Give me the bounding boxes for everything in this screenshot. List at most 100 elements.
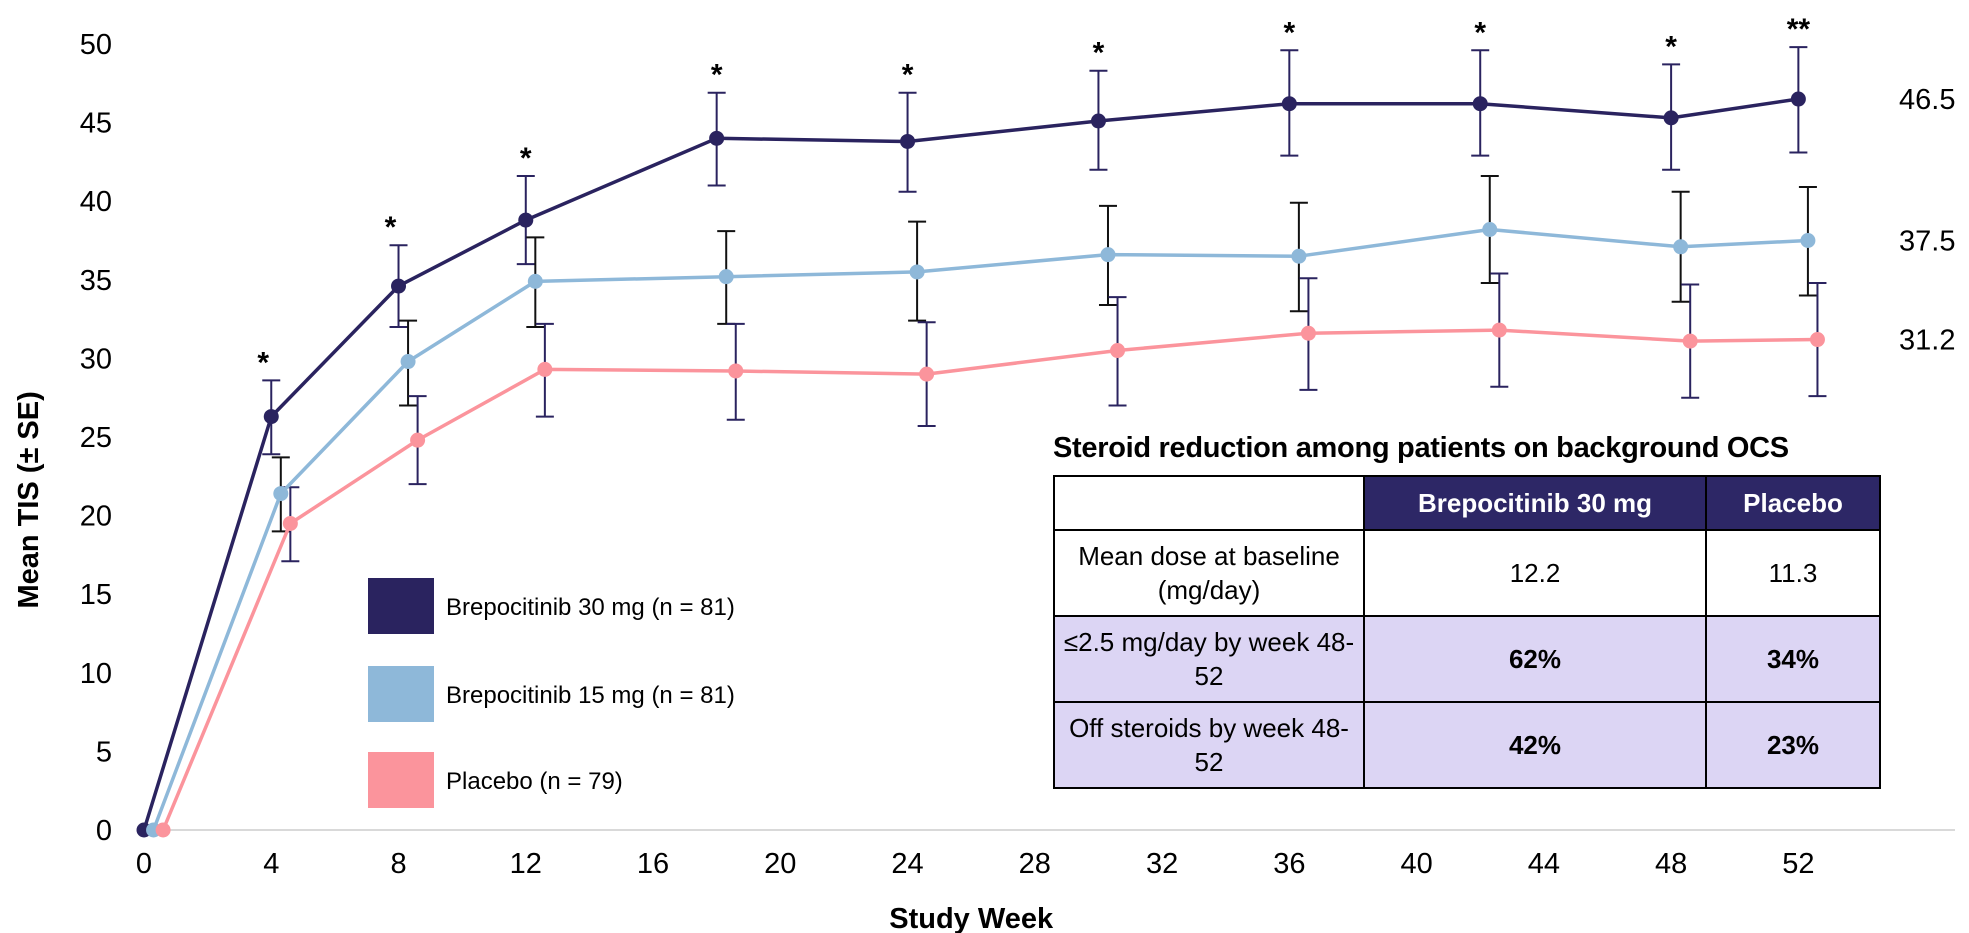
header-brepocitinib-30: Brepocitinib 30 mg bbox=[1363, 475, 1707, 531]
x-axis-title: Study Week bbox=[889, 903, 1054, 933]
table-row: ≤2.5 mg/day by week 48-52 62% 34% bbox=[1053, 615, 1881, 703]
table-title: Steroid reduction among patients on back… bbox=[1053, 432, 1789, 464]
y-axis-title: Mean TIS (± SE) bbox=[13, 391, 45, 608]
data-point bbox=[1482, 221, 1498, 237]
data-point bbox=[1281, 96, 1297, 112]
data-point bbox=[155, 822, 171, 838]
x-tick-label: 16 bbox=[637, 848, 669, 880]
x-tick-label: 24 bbox=[891, 848, 923, 880]
legend-swatch bbox=[368, 578, 434, 634]
cell-value: 23% bbox=[1705, 701, 1881, 789]
x-tick-label: 44 bbox=[1528, 848, 1560, 880]
data-point bbox=[527, 273, 543, 289]
significance-marker: * bbox=[385, 211, 397, 244]
data-point bbox=[1110, 343, 1126, 359]
data-point bbox=[391, 278, 407, 294]
data-point bbox=[1472, 96, 1488, 112]
steroid-table: Brepocitinib 30 mg Placebo Mean dose at … bbox=[1053, 475, 1881, 789]
data-point bbox=[909, 264, 925, 280]
data-point bbox=[1800, 233, 1816, 248]
data-point bbox=[400, 354, 416, 370]
y-tick-label: 45 bbox=[80, 108, 112, 140]
header-blank bbox=[1053, 475, 1365, 531]
data-point bbox=[1100, 247, 1116, 263]
legend-label: Placebo (n = 79) bbox=[446, 768, 623, 795]
legend-swatch bbox=[368, 666, 434, 722]
cell-value: 42% bbox=[1363, 701, 1707, 789]
cell-value: 11.3 bbox=[1705, 529, 1881, 617]
y-tick-label: 15 bbox=[80, 579, 112, 611]
cell-value: 62% bbox=[1363, 615, 1707, 703]
data-point bbox=[1491, 322, 1507, 338]
legend: Brepocitinib 30 mg (n = 81) Brepocitinib … bbox=[368, 578, 735, 808]
significance-marker: * bbox=[520, 142, 532, 175]
significance-marker: * bbox=[1093, 37, 1105, 70]
y-tick-label: 40 bbox=[80, 186, 112, 218]
x-tick-label: 32 bbox=[1146, 848, 1178, 880]
y-tick-label: 50 bbox=[80, 29, 112, 61]
x-tick-label: 4 bbox=[263, 848, 279, 880]
header-placebo: Placebo bbox=[1705, 475, 1881, 531]
end-value-label: 37.5 bbox=[1899, 226, 1955, 258]
data-point bbox=[728, 363, 744, 379]
data-point bbox=[1663, 110, 1679, 126]
significance-marker: * bbox=[902, 59, 914, 92]
x-tick-label: 12 bbox=[510, 848, 542, 880]
legend-label: Brepocitinib 15 mg (n = 81) bbox=[446, 682, 735, 709]
data-point bbox=[273, 486, 289, 502]
data-point bbox=[1790, 91, 1806, 107]
data-point bbox=[518, 212, 534, 228]
steroid-reduction-panel: Steroid reduction among patients on back… bbox=[1053, 432, 1881, 789]
data-point bbox=[919, 366, 935, 382]
table-header-row: Brepocitinib 30 mg Placebo bbox=[1053, 475, 1881, 531]
significance-marker: * bbox=[1283, 16, 1295, 49]
end-value-label: 31.2 bbox=[1899, 325, 1955, 357]
significance-marker: * bbox=[711, 59, 723, 92]
data-point bbox=[1682, 333, 1698, 349]
y-tick-label: 35 bbox=[80, 265, 112, 297]
data-point bbox=[709, 130, 725, 146]
series-points bbox=[136, 91, 1825, 838]
significance-marker: ** bbox=[1787, 13, 1811, 46]
y-tick-label: 10 bbox=[80, 658, 112, 690]
x-tick-label: 20 bbox=[764, 848, 796, 880]
data-point bbox=[537, 361, 553, 377]
x-tick-label: 36 bbox=[1273, 848, 1305, 880]
end-value-label: 46.5 bbox=[1899, 84, 1955, 116]
significance-marker: * bbox=[1665, 30, 1677, 63]
table-row: Off steroids by week 48-52 42% 23% bbox=[1053, 701, 1881, 789]
x-tick-label: 0 bbox=[136, 848, 152, 880]
x-tick-label: 40 bbox=[1400, 848, 1432, 880]
row-label: Off steroids by week 48-52 bbox=[1053, 701, 1365, 789]
data-point bbox=[263, 409, 279, 425]
data-point bbox=[410, 432, 426, 448]
data-point bbox=[282, 515, 298, 531]
end-value-labels: 46.5 37.5 31.2 bbox=[1899, 84, 1955, 357]
x-tick-label: 48 bbox=[1655, 848, 1687, 880]
cell-value: 12.2 bbox=[1363, 529, 1707, 617]
data-point bbox=[1809, 332, 1825, 348]
y-tick-label: 30 bbox=[80, 343, 112, 375]
legend-swatch bbox=[368, 752, 434, 808]
data-point bbox=[718, 269, 734, 285]
significance-marker: * bbox=[257, 346, 269, 379]
significance-marker: * bbox=[1474, 16, 1486, 49]
data-point bbox=[1291, 248, 1307, 264]
x-tick-label: 8 bbox=[390, 848, 406, 880]
data-point bbox=[1673, 239, 1689, 255]
row-label: Mean dose at baseline (mg/day) bbox=[1053, 529, 1365, 617]
y-tick-label: 5 bbox=[96, 736, 112, 768]
y-tick-label: 25 bbox=[80, 422, 112, 454]
data-point bbox=[1300, 325, 1316, 341]
significance-markers: **** *** * *** bbox=[257, 13, 1810, 379]
cell-value: 34% bbox=[1705, 615, 1881, 703]
x-tick-label: 52 bbox=[1782, 848, 1814, 880]
data-point bbox=[900, 133, 916, 149]
y-tick-label: 0 bbox=[96, 815, 112, 847]
row-label: ≤2.5 mg/day by week 48-52 bbox=[1053, 615, 1365, 703]
data-point bbox=[1090, 113, 1106, 129]
x-tick-label: 28 bbox=[1019, 848, 1051, 880]
y-tick-label: 20 bbox=[80, 501, 112, 533]
legend-label: Brepocitinib 30 mg (n = 81) bbox=[446, 594, 735, 621]
